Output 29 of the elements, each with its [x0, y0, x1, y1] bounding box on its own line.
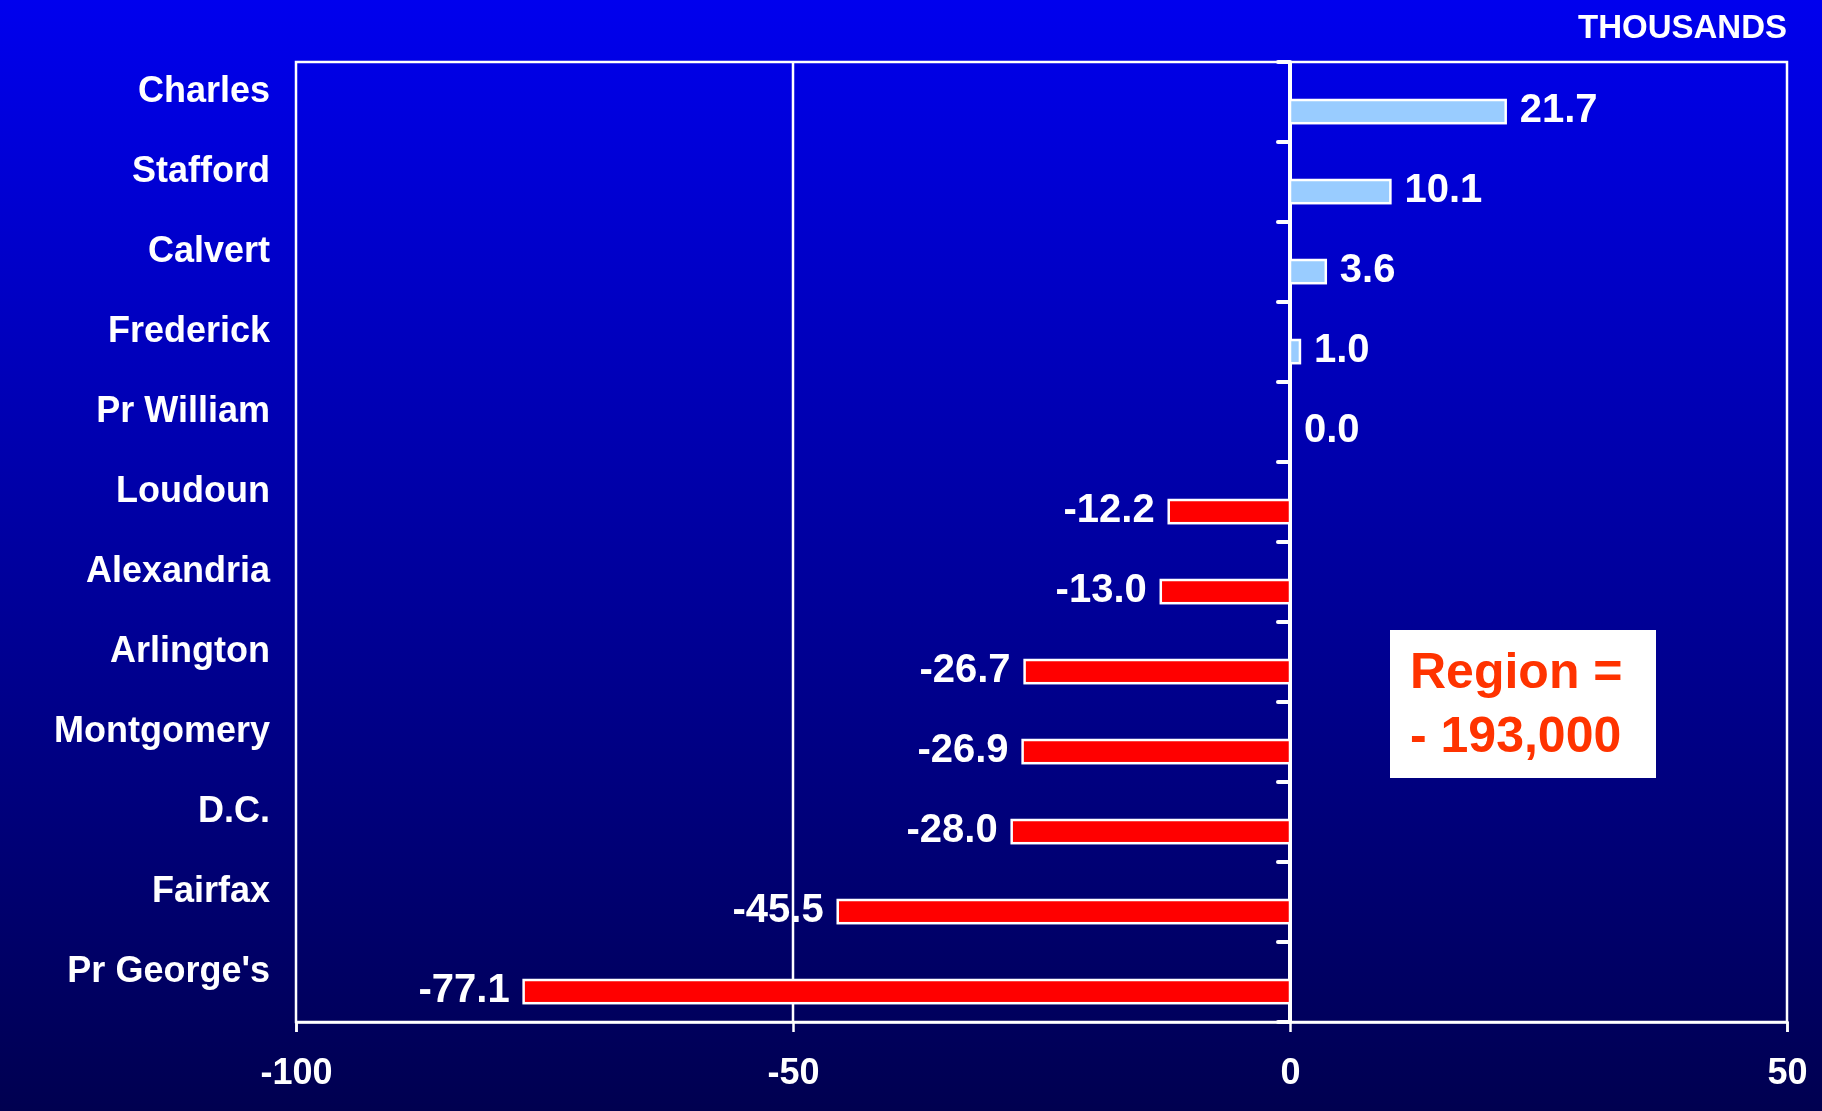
y-tick-label: Fairfax	[151, 868, 270, 910]
x-tick-label: -50	[767, 1050, 820, 1092]
annotation: Region = - 193,000	[1410, 643, 1623, 763]
data-label: 0.0	[1304, 406, 1360, 451]
y-tick-label: Pr George's	[67, 948, 270, 990]
data-label: -77.1	[418, 966, 510, 1011]
x-tick-label: 0	[1280, 1050, 1301, 1092]
y-tick-label: Charles	[137, 68, 270, 110]
y-tick-label: Pr William	[96, 388, 270, 430]
y-tick-label: D.C.	[198, 788, 270, 830]
y-tick-label: Loudoun	[116, 468, 270, 510]
y-tick-label: Montgomery	[54, 708, 270, 750]
y-tick-label: Calvert	[147, 228, 271, 270]
y-tick-label: Arlington	[110, 628, 270, 670]
y-tick-label: Frederick	[107, 308, 271, 350]
data-label: 1.0	[1313, 326, 1370, 371]
x-tick-label: -100	[260, 1050, 333, 1092]
text: THOUSANDS	[1577, 8, 1787, 45]
y-tick-label: Alexandria	[85, 548, 271, 590]
y-tick-label: Stafford	[132, 148, 270, 190]
data-label: -28.0	[906, 806, 998, 851]
x-tick-label: 50	[1767, 1050, 1808, 1092]
data-label: -12.2	[1063, 486, 1155, 531]
data-label: -13.0	[1055, 566, 1147, 611]
data-label: 3.6	[1339, 246, 1396, 291]
data-label: 10.1	[1404, 166, 1483, 211]
data-label: 21.7	[1519, 86, 1598, 131]
data-label: -26.9	[917, 726, 1009, 771]
data-label: -26.7	[919, 646, 1011, 691]
